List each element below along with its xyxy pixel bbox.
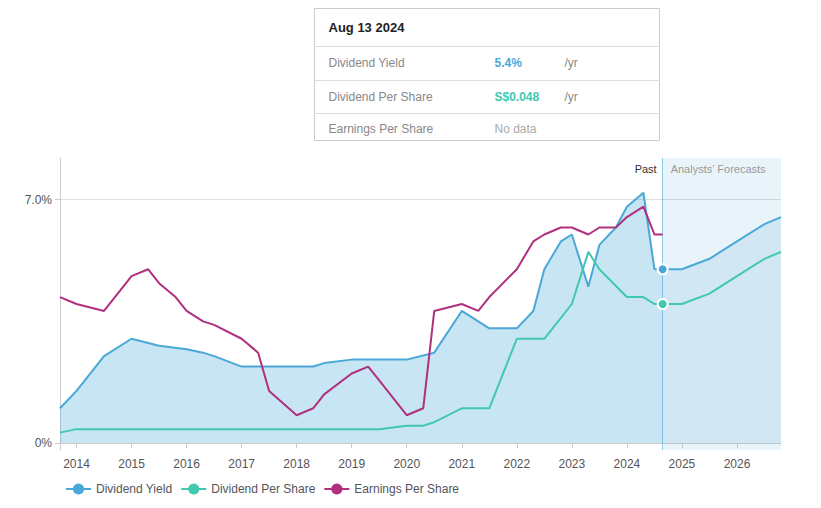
svg-text:2020: 2020 [393, 457, 420, 471]
svg-text:S$0.048: S$0.048 [495, 90, 540, 104]
svg-text:2023: 2023 [559, 457, 586, 471]
svg-text:2021: 2021 [448, 457, 475, 471]
svg-text:Dividend Yield: Dividend Yield [96, 482, 172, 496]
svg-text:2025: 2025 [669, 457, 696, 471]
svg-text:Dividend Yield: Dividend Yield [329, 56, 405, 70]
svg-text:Dividend Per Share: Dividend Per Share [329, 90, 433, 104]
svg-text:2016: 2016 [173, 457, 200, 471]
svg-text:5.4%: 5.4% [495, 56, 523, 70]
svg-text:2022: 2022 [503, 457, 530, 471]
svg-text:2024: 2024 [614, 457, 641, 471]
svg-text:2018: 2018 [283, 457, 310, 471]
svg-text:2019: 2019 [338, 457, 365, 471]
svg-text:2017: 2017 [228, 457, 255, 471]
svg-text:Earnings Per Share: Earnings Per Share [329, 122, 434, 136]
svg-text:2015: 2015 [118, 457, 145, 471]
svg-text:Analysts’ Forecasts: Analysts’ Forecasts [671, 163, 766, 175]
svg-text:2026: 2026 [724, 457, 751, 471]
svg-text:2014: 2014 [63, 457, 90, 471]
svg-text:/yr: /yr [565, 90, 578, 104]
svg-text:Dividend Per Share: Dividend Per Share [211, 482, 315, 496]
svg-text:0%: 0% [35, 436, 53, 450]
svg-text:Past: Past [635, 163, 657, 175]
svg-text:7.0%: 7.0% [25, 193, 53, 207]
svg-text:No data: No data [495, 122, 537, 136]
svg-text:Aug 13 2024: Aug 13 2024 [329, 20, 406, 35]
svg-text:/yr: /yr [565, 56, 578, 70]
svg-text:Earnings Per Share: Earnings Per Share [354, 482, 459, 496]
